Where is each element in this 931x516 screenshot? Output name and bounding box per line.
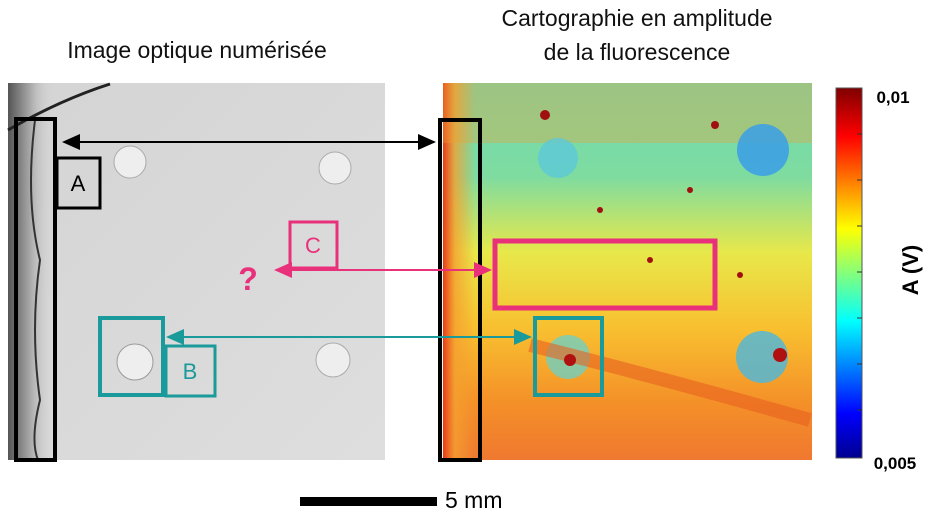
label-a: A <box>71 171 86 196</box>
map-title: de la fluorescence <box>544 39 731 65</box>
colorbar-label: A (V) <box>898 245 923 296</box>
colorbar-min: 0,005 <box>874 454 917 473</box>
label-b: B <box>183 359 198 384</box>
colorbar <box>835 87 863 459</box>
scale-bar <box>300 497 437 506</box>
label-question: ? <box>238 261 258 297</box>
map-title: Cartographie en amplitude <box>501 5 772 31</box>
scale-bar-label: 5 mm <box>445 487 503 513</box>
fluorescence-map <box>443 83 812 460</box>
annotations <box>14 117 718 462</box>
optical-image <box>7 82 385 461</box>
optical-title: Image optique numérisée <box>67 37 327 63</box>
label-c: C <box>305 233 321 258</box>
colorbar-ticks <box>857 133 862 411</box>
colorbar-max: 0,01 <box>876 88 909 107</box>
